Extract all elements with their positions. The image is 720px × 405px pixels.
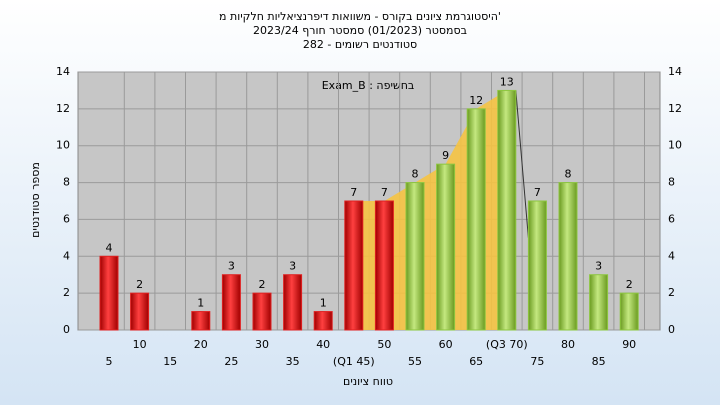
y-tick-label: 14 bbox=[668, 65, 682, 78]
data-label: 7 bbox=[350, 186, 357, 199]
bar bbox=[252, 292, 272, 331]
annotation: בחשיפה : Exam_B bbox=[322, 79, 415, 92]
data-label: 3 bbox=[289, 260, 296, 273]
data-label: 12 bbox=[469, 94, 483, 107]
y-tick-label: 2 bbox=[63, 286, 70, 299]
x-tick-label: 30 bbox=[255, 338, 269, 351]
x-tick-label: 90 bbox=[622, 338, 636, 351]
y-tick-label: 14 bbox=[56, 65, 70, 78]
data-label: 1 bbox=[197, 297, 204, 310]
data-label: 2 bbox=[259, 278, 266, 291]
y-tick-label: 12 bbox=[56, 102, 70, 115]
x-tick-label: 55 bbox=[408, 355, 422, 368]
x-tick-label: 85 bbox=[592, 355, 606, 368]
data-label: 1 bbox=[320, 297, 327, 310]
y-tick-label: 8 bbox=[63, 176, 70, 189]
bar bbox=[497, 89, 517, 331]
bar bbox=[436, 163, 456, 331]
data-label: 9 bbox=[442, 149, 449, 162]
y-axis-label: מספר סטודנטים bbox=[29, 162, 42, 238]
data-label: 4 bbox=[106, 241, 113, 254]
data-label: 7 bbox=[534, 186, 541, 199]
x-tick-label: 20 bbox=[194, 338, 208, 351]
x-tick-label: 80 bbox=[561, 338, 575, 351]
x-tick-label: 75 bbox=[530, 355, 544, 368]
x-tick-label: 15 bbox=[163, 355, 177, 368]
data-label: 8 bbox=[412, 168, 419, 181]
subtitle: בסמסטר (01/2023) סמסטר חורף 2023/24 bbox=[253, 24, 467, 37]
bar bbox=[466, 108, 486, 331]
bar bbox=[221, 274, 241, 331]
x-tick-label: 40 bbox=[316, 338, 330, 351]
bar bbox=[99, 255, 119, 331]
chart-title: 'היסטוגרמת ציונים בקורס - משוואות דיפרנצ… bbox=[219, 10, 501, 23]
data-label: 2 bbox=[136, 278, 143, 291]
bar bbox=[527, 200, 547, 331]
bar bbox=[589, 274, 609, 331]
x-tick-label: 50 bbox=[377, 338, 391, 351]
bar bbox=[191, 311, 211, 331]
bar bbox=[130, 292, 150, 331]
y-tick-label: 8 bbox=[668, 176, 675, 189]
data-label: 7 bbox=[381, 186, 388, 199]
y-tick-label: 0 bbox=[668, 323, 675, 336]
decor-line bbox=[515, 90, 529, 238]
bar bbox=[283, 274, 303, 331]
data-label: 8 bbox=[565, 168, 572, 181]
y-tick-label: 6 bbox=[668, 212, 675, 225]
x-axis-label: טווח ציונים bbox=[343, 375, 393, 388]
bar bbox=[344, 200, 364, 331]
x-tick-label: 5 bbox=[106, 355, 113, 368]
bar bbox=[619, 292, 639, 331]
y-tick-label: 0 bbox=[63, 323, 70, 336]
x-tick-label: (Q1 45) bbox=[333, 355, 375, 368]
x-tick-label: 35 bbox=[286, 355, 300, 368]
bar bbox=[313, 311, 333, 331]
bar bbox=[405, 182, 425, 331]
subtitle: סטודנטים רשומים - 282 bbox=[303, 38, 417, 51]
x-tick-label: 60 bbox=[439, 338, 453, 351]
data-label: 3 bbox=[595, 260, 602, 273]
y-tick-label: 10 bbox=[56, 139, 70, 152]
bar bbox=[558, 182, 578, 331]
x-tick-label: 65 bbox=[469, 355, 483, 368]
y-tick-label: 2 bbox=[668, 286, 675, 299]
y-tick-label: 4 bbox=[63, 249, 70, 262]
data-label: 13 bbox=[500, 75, 514, 88]
y-tick-label: 6 bbox=[63, 212, 70, 225]
data-label: 2 bbox=[626, 278, 633, 291]
x-tick-label: (Q3 70) bbox=[486, 338, 528, 351]
y-tick-label: 12 bbox=[668, 102, 682, 115]
x-tick-label: 25 bbox=[224, 355, 238, 368]
bar bbox=[374, 200, 394, 331]
y-tick-label: 4 bbox=[668, 249, 675, 262]
data-label: 3 bbox=[228, 260, 235, 273]
x-tick-label: 10 bbox=[133, 338, 147, 351]
y-tick-label: 10 bbox=[668, 139, 682, 152]
